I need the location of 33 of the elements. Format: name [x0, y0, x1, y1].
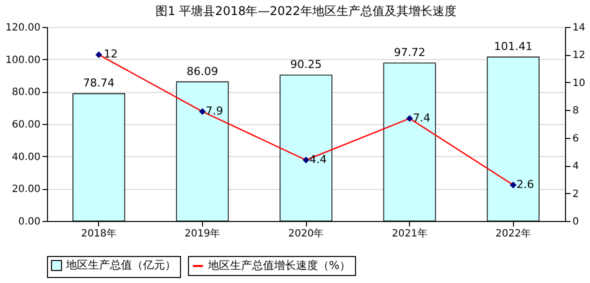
- data-label: 2.6: [516, 178, 534, 191]
- y2-tick-label: 6: [572, 133, 579, 144]
- data-label: 101.41: [494, 40, 532, 54]
- data-label: 78.74: [83, 76, 115, 90]
- data-label: 12: [104, 48, 118, 61]
- y-tick-label: 40.00: [12, 152, 40, 163]
- y-tick-label: 60.00: [12, 120, 40, 130]
- y2-tick-label: 14: [572, 22, 586, 34]
- x-tick-label: 2021年: [392, 228, 428, 240]
- y-tick-label: 100.00: [6, 54, 40, 66]
- chart-title: 图1 平塘县2018年—2022年地区生产总值及其增长速度: [156, 4, 456, 18]
- y2-tick-label: 4: [572, 161, 579, 172]
- y2-tick-label: 10: [572, 78, 586, 89]
- data-label: 7.9: [206, 104, 224, 118]
- x-tick-label: 2020年: [288, 228, 324, 240]
- data-label: 86.09: [186, 64, 218, 78]
- x-tick-label: 2022年: [495, 228, 531, 240]
- y2-tick-label: 2: [572, 188, 579, 200]
- data-label: 7.4: [412, 111, 430, 124]
- legend-label: 地区生产总值增长速度（%）: [207, 259, 350, 272]
- legend-label: 地区生产总值（亿元）: [65, 258, 176, 272]
- data-label: 97.72: [394, 46, 426, 60]
- x-tick-label: 2018年: [81, 228, 117, 240]
- y2-tick-label: 8: [572, 106, 579, 117]
- y-tick-label: 20.00: [12, 184, 40, 196]
- y2-tick-label: 0: [572, 216, 579, 228]
- y-tick-label: 80.00: [12, 87, 40, 98]
- data-label: 4.4: [309, 153, 327, 166]
- x-tick-label: 2019年: [184, 228, 220, 240]
- y-tick-label: 120.00: [6, 22, 40, 34]
- y2-tick-label: 12: [572, 50, 586, 62]
- data-label: 90.25: [290, 58, 322, 72]
- y-tick-label: 0.00: [18, 216, 40, 228]
